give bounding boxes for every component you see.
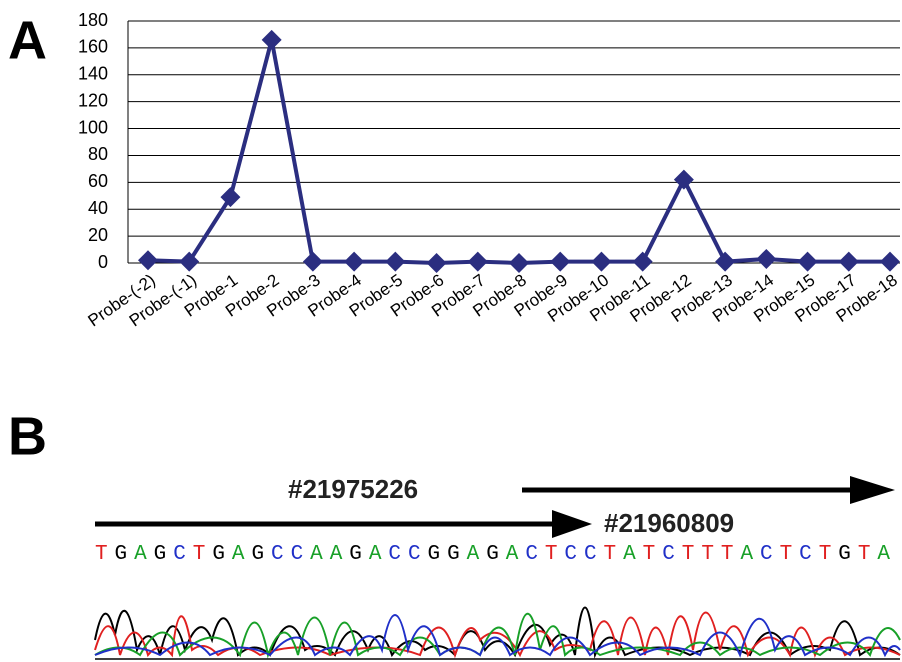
figure: A B 020406080100120140160180Probe-(-2)Pr… bbox=[0, 0, 902, 662]
data-point bbox=[468, 252, 488, 272]
data-point bbox=[220, 187, 240, 207]
trace-a bbox=[95, 614, 900, 655]
data-point bbox=[798, 252, 818, 272]
primer-label: #21960809 bbox=[604, 508, 734, 538]
y-tick-label: 120 bbox=[78, 90, 108, 110]
data-point bbox=[591, 252, 611, 272]
y-tick-label: 180 bbox=[78, 10, 108, 30]
panel-label: A bbox=[8, 10, 47, 70]
data-point bbox=[138, 250, 158, 270]
panel-label: B bbox=[8, 406, 47, 466]
arrow-head bbox=[850, 476, 895, 504]
primer-label: #21975226 bbox=[288, 474, 418, 504]
data-point bbox=[550, 252, 570, 272]
chromatogram bbox=[95, 608, 900, 656]
data-point bbox=[715, 252, 735, 272]
data-point bbox=[509, 253, 529, 273]
data-point bbox=[427, 253, 447, 273]
y-tick-label: 80 bbox=[88, 144, 108, 164]
data-point bbox=[344, 252, 364, 272]
data-point bbox=[839, 252, 859, 272]
data-point bbox=[385, 252, 405, 272]
data-line bbox=[148, 40, 890, 263]
data-point bbox=[262, 30, 282, 50]
y-tick-label: 40 bbox=[88, 198, 108, 218]
data-point bbox=[633, 252, 653, 272]
arrow-head bbox=[552, 510, 592, 538]
y-tick-label: 140 bbox=[78, 64, 108, 84]
y-tick-label: 20 bbox=[88, 225, 108, 245]
y-tick-label: 0 bbox=[98, 252, 108, 272]
y-tick-label: 100 bbox=[78, 117, 108, 137]
y-tick-label: 60 bbox=[88, 171, 108, 191]
data-point bbox=[303, 252, 323, 272]
line-chart: 020406080100120140160180Probe-(-2)Probe-… bbox=[78, 10, 901, 331]
data-point bbox=[880, 252, 900, 272]
data-point bbox=[756, 249, 776, 269]
data-point bbox=[674, 170, 694, 190]
y-tick-label: 160 bbox=[78, 37, 108, 57]
data-point bbox=[179, 252, 199, 272]
